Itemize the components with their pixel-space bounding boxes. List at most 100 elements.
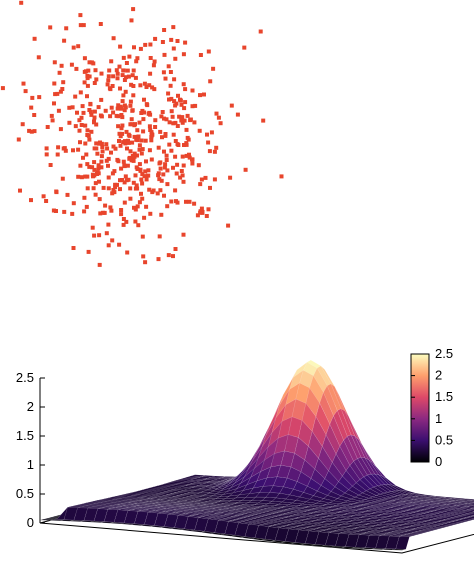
scatter-point [122,56,126,60]
scatter-point [123,78,127,82]
scatter-point [130,109,134,113]
scatter-point [149,56,153,60]
scatter-point [129,100,133,104]
scatter-point [171,166,175,170]
scatter-point [94,123,98,127]
scatter-point [104,142,108,146]
scatter-point [59,90,63,94]
scatter-point [215,112,219,116]
scatter-point [107,186,111,190]
scatter-point [163,134,167,138]
scatter-point [30,96,34,100]
scatter-point [148,72,152,76]
scatter-point [129,149,133,153]
scatter-point [187,138,191,142]
scatter-point [161,172,165,176]
scatter-point [94,77,98,81]
scatter-point [163,53,167,57]
scatter-point [219,121,223,125]
scatter-point [143,260,147,264]
scatter-point [94,68,98,72]
scatter-point [64,26,68,30]
scatter-point [178,176,182,180]
scatter-point [185,128,189,132]
scatter-point [153,37,157,41]
scatter-point [198,129,202,133]
scatter-point [97,233,101,237]
scatter-point [172,133,176,137]
scatter-point [185,154,189,158]
scatter-point [136,223,140,227]
scatter-point [134,59,138,63]
scatter-point [197,163,201,167]
scatter-point [133,220,137,224]
scatter-point [211,67,215,71]
scatter-point [110,238,114,242]
scatter-point [128,197,132,201]
scatter-point [83,124,87,128]
scatter-point [130,18,134,22]
scatter-point [217,116,221,120]
scatter-point [124,174,128,178]
scatter-point [128,156,132,160]
scatter-point [131,73,135,77]
scatter-point [179,99,183,103]
scatter-point [120,124,124,128]
scatter-point [182,82,186,86]
scatter-point [207,50,211,54]
scatter-point [157,177,161,181]
scatter-point [150,132,154,136]
scatter-point [33,37,37,41]
scatter-point [228,176,232,180]
scatter-point [57,109,61,113]
scatter-point [174,247,178,251]
scatter-point [134,173,138,177]
scatter-point [171,115,175,119]
scatter-point [72,246,76,250]
scatter-point [107,243,111,247]
scatter-point [158,161,162,165]
scatter-point [21,122,25,126]
scatter-point [99,114,103,118]
scatter-point [140,152,144,156]
scatter-point [56,153,60,157]
scatter-point [116,124,120,128]
scatter-point [78,164,82,168]
scatter-point [140,182,144,186]
scatter-point [93,81,97,85]
scatter-point [61,80,65,84]
scatter-point [144,159,148,163]
scatter-point [138,121,142,125]
scatter-point [148,43,152,47]
scatter-point [111,111,115,115]
scatter-point [51,118,55,122]
scatter-point [106,164,110,168]
scatter-point [208,79,212,83]
scatter-point [93,110,97,114]
scatter-point [196,213,200,217]
scatter-point [86,186,90,190]
scatter-point [143,43,147,47]
z-tick-label: 1.5 [16,428,34,443]
scatter-point [138,200,142,204]
scatter-point [169,38,173,42]
scatter-point [159,213,163,217]
scatter-point [18,189,22,193]
scatter-point [98,263,102,267]
scatter-point [112,190,116,194]
scatter-point [126,164,130,168]
scatter-point [153,125,157,129]
scatter-point [87,165,91,169]
scatter-point [89,102,93,106]
scatter-point [122,223,126,227]
scatter-point [80,116,84,120]
scatter-point [116,159,120,163]
scatter-point [141,235,145,239]
scatter-point [106,78,110,82]
scatter-point [107,176,111,180]
scatter-point [82,209,86,213]
surface-svg: 00.511.522.5 00.511.522.5 [0,340,474,578]
scatter-point [145,102,149,106]
scatter-point [80,123,84,127]
